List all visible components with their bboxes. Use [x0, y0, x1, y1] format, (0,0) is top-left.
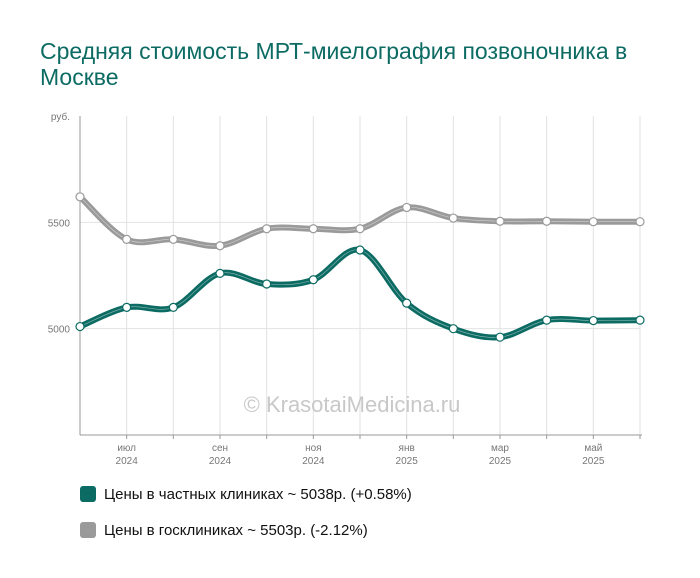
- axes: [79, 116, 642, 439]
- data-point: [215, 241, 225, 251]
- x-tick-label-year: 2025: [582, 456, 605, 467]
- legend-swatch-public: [80, 522, 96, 538]
- data-point: [168, 234, 178, 244]
- data-point: [168, 302, 178, 312]
- legend-label-private: Цены в частных клиниках ~ 5038р. (+0.58%…: [104, 485, 412, 503]
- y-axis-unit-label: руб.: [51, 111, 70, 123]
- chart-title: Средняя стоимость МРТ-миелография позвон…: [40, 38, 628, 90]
- data-point: [262, 224, 272, 234]
- data-point: [122, 302, 132, 312]
- x-tick-label-year: 2024: [302, 456, 325, 467]
- data-point: [402, 298, 412, 308]
- data-point: [542, 315, 552, 325]
- x-tick-label-month: сен: [212, 443, 228, 454]
- series-points: [75, 192, 645, 342]
- grid: [80, 116, 641, 435]
- x-tick-label-month: мар: [491, 443, 509, 454]
- data-point: [495, 332, 505, 342]
- data-point: [308, 275, 318, 285]
- legend-swatch-private: [80, 486, 96, 502]
- data-point: [75, 192, 85, 202]
- x-tick-label-month: ноя: [305, 443, 322, 454]
- legend-label-public: Цены в госклиниках ~ 5503р. (-2.12%): [104, 521, 368, 539]
- data-point: [448, 324, 458, 334]
- x-tick-label-year: 2025: [396, 456, 419, 467]
- y-tick-label: 5000: [48, 325, 71, 336]
- data-point: [75, 321, 85, 332]
- data-point: [402, 202, 412, 213]
- x-tick-label-year: 2024: [209, 456, 232, 467]
- tick-labels: 5000 5500 руб. июл 2024 сен 2024 ноя 2024 янв 2025…: [48, 111, 605, 467]
- data-point: [355, 224, 365, 234]
- legend-item-public[interactable]: Цены в госклиниках ~ 5503р. (-2.12%): [80, 518, 640, 542]
- data-point: [122, 234, 132, 244]
- data-point: [495, 216, 505, 226]
- legend-item-private[interactable]: Цены в частных клиниках ~ 5038р. (+0.58%…: [80, 482, 640, 506]
- data-point: [308, 224, 318, 234]
- x-tick-label-month: май: [584, 443, 602, 454]
- x-tick-label-month: июл: [117, 443, 136, 454]
- x-tick-label-year: 2025: [489, 456, 512, 467]
- data-point: [542, 216, 552, 226]
- data-point: [448, 213, 458, 223]
- data-point: [355, 245, 365, 255]
- data-point: [588, 315, 598, 326]
- watermark: © KrasotaiMedicina.ru: [244, 392, 461, 417]
- data-point: [635, 315, 645, 325]
- x-tick-label-year: 2024: [116, 456, 139, 467]
- x-tick-label-month: янв: [399, 443, 415, 454]
- data-point: [588, 217, 598, 227]
- data-point: [262, 279, 272, 289]
- data-point: [215, 268, 225, 278]
- y-tick-label: 5500: [48, 218, 71, 229]
- data-point: [635, 217, 645, 227]
